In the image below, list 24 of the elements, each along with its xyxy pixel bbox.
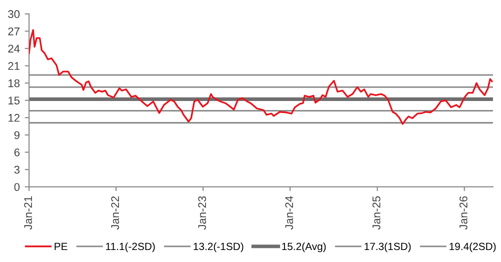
y-tick-label: 24 bbox=[8, 44, 20, 52]
x-tick-label: Jan-24 bbox=[285, 196, 294, 230]
y-tick-label: 30 bbox=[8, 10, 20, 18]
x-tick-label: Jan-25 bbox=[372, 196, 380, 230]
x-tick-label: Jan-23 bbox=[198, 196, 206, 230]
y-tick-label: 3 bbox=[14, 166, 20, 174]
legend-label: PE bbox=[54, 242, 68, 250]
legend-label: 17.3(1SD) bbox=[364, 242, 411, 252]
y-tick-label: 6 bbox=[14, 148, 20, 156]
y-tick-label: 21 bbox=[8, 62, 20, 70]
y-tick-label: 15 bbox=[8, 96, 20, 104]
legend-label: 11.1(-2SD) bbox=[106, 242, 155, 252]
legend-label: 19.4(2SD) bbox=[450, 242, 496, 252]
x-tick-label: Jan-21 bbox=[24, 196, 32, 230]
legend-label: 15.2(Avg) bbox=[282, 242, 326, 252]
y-tick-label: 18 bbox=[8, 79, 20, 88]
x-tick-label: Jan-22 bbox=[111, 196, 120, 230]
legend-label: 13.2(-1SD) bbox=[194, 242, 244, 252]
line-series bbox=[29, 29, 493, 125]
y-tick-label: 12 bbox=[8, 114, 20, 122]
y-tick-label: 0 bbox=[14, 183, 20, 191]
y-tick-label: 27 bbox=[8, 27, 20, 36]
y-tick-label: 9 bbox=[14, 131, 20, 140]
x-tick-label: Jan-26 bbox=[459, 196, 468, 230]
